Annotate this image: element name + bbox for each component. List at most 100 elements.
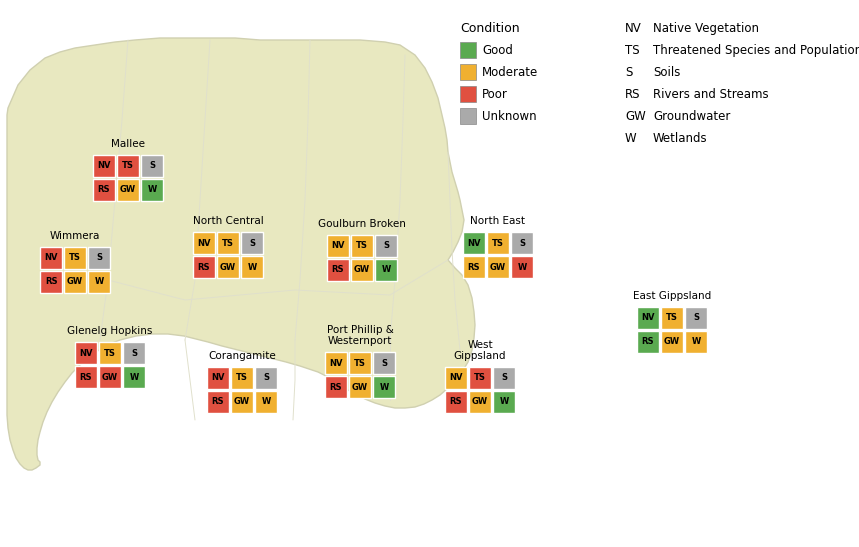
FancyBboxPatch shape bbox=[40, 247, 62, 269]
Text: S: S bbox=[625, 66, 632, 79]
Text: RS: RS bbox=[450, 398, 462, 406]
Text: NV: NV bbox=[467, 238, 481, 247]
FancyBboxPatch shape bbox=[460, 86, 476, 102]
Text: Corangamite: Corangamite bbox=[208, 351, 276, 361]
Text: S: S bbox=[383, 241, 389, 251]
Text: GW: GW bbox=[472, 398, 488, 406]
FancyBboxPatch shape bbox=[231, 367, 253, 389]
Polygon shape bbox=[7, 38, 475, 470]
Text: S: S bbox=[519, 238, 525, 247]
Text: RS: RS bbox=[332, 265, 344, 275]
Text: GW: GW bbox=[354, 265, 370, 275]
Text: NV: NV bbox=[449, 374, 463, 382]
Text: NV: NV bbox=[211, 374, 225, 382]
Text: TS: TS bbox=[236, 374, 248, 382]
Text: West
Gippsland: West Gippsland bbox=[454, 340, 506, 361]
Text: Port Phillip &
Westernport: Port Phillip & Westernport bbox=[326, 325, 393, 346]
Text: Good: Good bbox=[482, 44, 513, 56]
Text: Groundwater: Groundwater bbox=[653, 110, 730, 123]
FancyBboxPatch shape bbox=[375, 235, 397, 257]
FancyBboxPatch shape bbox=[375, 259, 397, 281]
FancyBboxPatch shape bbox=[75, 342, 97, 364]
FancyBboxPatch shape bbox=[445, 367, 467, 389]
FancyBboxPatch shape bbox=[493, 367, 515, 389]
Text: Goulburn Broken: Goulburn Broken bbox=[318, 219, 406, 229]
Text: W: W bbox=[517, 263, 527, 271]
Text: TS: TS bbox=[354, 358, 366, 368]
Text: GW: GW bbox=[625, 110, 646, 123]
Text: NV: NV bbox=[45, 253, 58, 263]
Text: TS: TS bbox=[104, 348, 116, 358]
Text: Rivers and Streams: Rivers and Streams bbox=[653, 88, 769, 101]
FancyBboxPatch shape bbox=[64, 247, 86, 269]
Text: TS: TS bbox=[69, 253, 81, 263]
FancyBboxPatch shape bbox=[255, 367, 277, 389]
FancyBboxPatch shape bbox=[469, 367, 491, 389]
Text: GW: GW bbox=[67, 277, 83, 287]
Text: RS: RS bbox=[98, 185, 110, 195]
FancyBboxPatch shape bbox=[217, 256, 239, 278]
Text: TS: TS bbox=[474, 374, 486, 382]
Text: GW: GW bbox=[664, 337, 680, 346]
FancyBboxPatch shape bbox=[661, 307, 683, 329]
FancyBboxPatch shape bbox=[351, 235, 373, 257]
Text: RS: RS bbox=[625, 88, 641, 101]
Text: Unknown: Unknown bbox=[482, 109, 537, 123]
Text: NV: NV bbox=[198, 238, 210, 247]
Text: S: S bbox=[501, 374, 507, 382]
Text: Poor: Poor bbox=[482, 88, 508, 101]
FancyBboxPatch shape bbox=[255, 391, 277, 413]
Text: North Central: North Central bbox=[192, 216, 264, 226]
FancyBboxPatch shape bbox=[685, 307, 707, 329]
FancyBboxPatch shape bbox=[685, 331, 707, 353]
FancyBboxPatch shape bbox=[231, 391, 253, 413]
FancyBboxPatch shape bbox=[88, 247, 110, 269]
Text: RS: RS bbox=[212, 398, 224, 406]
Text: W: W bbox=[380, 382, 388, 392]
Text: TS: TS bbox=[666, 313, 678, 323]
Text: W: W bbox=[261, 398, 271, 406]
Text: TS: TS bbox=[222, 238, 234, 247]
Text: S: S bbox=[249, 238, 255, 247]
Text: S: S bbox=[149, 161, 155, 171]
FancyBboxPatch shape bbox=[460, 42, 476, 58]
Text: W: W bbox=[148, 185, 156, 195]
FancyBboxPatch shape bbox=[349, 376, 371, 398]
FancyBboxPatch shape bbox=[463, 256, 485, 278]
Text: RS: RS bbox=[198, 263, 210, 271]
Text: Moderate: Moderate bbox=[482, 66, 539, 79]
FancyBboxPatch shape bbox=[463, 232, 485, 254]
Text: W: W bbox=[247, 263, 257, 271]
FancyBboxPatch shape bbox=[117, 155, 139, 177]
FancyBboxPatch shape bbox=[117, 179, 139, 201]
FancyBboxPatch shape bbox=[373, 376, 395, 398]
FancyBboxPatch shape bbox=[64, 271, 86, 293]
FancyBboxPatch shape bbox=[207, 391, 229, 413]
FancyBboxPatch shape bbox=[40, 271, 62, 293]
FancyBboxPatch shape bbox=[637, 331, 659, 353]
Text: S: S bbox=[381, 358, 387, 368]
Text: RS: RS bbox=[330, 382, 342, 392]
FancyBboxPatch shape bbox=[217, 232, 239, 254]
Text: S: S bbox=[96, 253, 102, 263]
Text: Soils: Soils bbox=[653, 66, 680, 79]
FancyBboxPatch shape bbox=[493, 391, 515, 413]
FancyBboxPatch shape bbox=[193, 256, 215, 278]
Text: TS: TS bbox=[122, 161, 134, 171]
Text: GW: GW bbox=[490, 263, 506, 271]
FancyBboxPatch shape bbox=[99, 342, 121, 364]
FancyBboxPatch shape bbox=[88, 271, 110, 293]
FancyBboxPatch shape bbox=[487, 256, 509, 278]
Text: S: S bbox=[263, 374, 269, 382]
Text: North East: North East bbox=[471, 216, 526, 226]
Text: Wetlands: Wetlands bbox=[653, 132, 708, 145]
Text: NV: NV bbox=[332, 241, 344, 251]
Text: RS: RS bbox=[80, 373, 92, 381]
Text: W: W bbox=[381, 265, 391, 275]
FancyBboxPatch shape bbox=[373, 352, 395, 374]
Text: W: W bbox=[625, 132, 637, 145]
Text: RS: RS bbox=[45, 277, 58, 287]
Text: TS: TS bbox=[625, 44, 640, 57]
Text: NV: NV bbox=[79, 348, 93, 358]
FancyBboxPatch shape bbox=[349, 352, 371, 374]
